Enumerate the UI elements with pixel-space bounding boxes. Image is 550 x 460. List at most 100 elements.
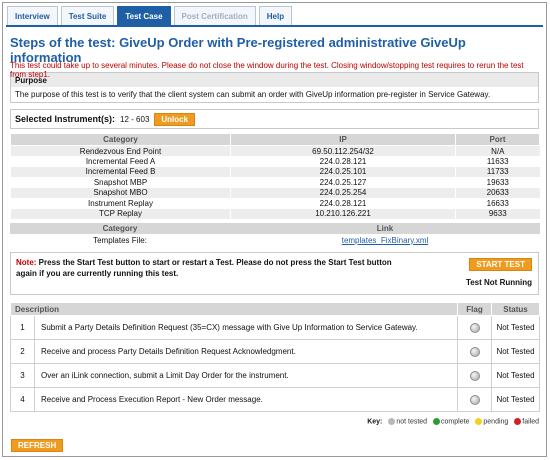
- step-row: 1 Submit a Party Details Definition Requ…: [10, 315, 540, 340]
- cell-port: 11733: [455, 166, 540, 177]
- tab-help[interactable]: Help: [258, 6, 293, 25]
- purpose-text: The purpose of this test is to verify th…: [15, 90, 491, 99]
- templates-file-link[interactable]: templates_FixBinary.xml: [341, 235, 429, 245]
- instrument-label: Selected Instrument(s):: [15, 114, 116, 124]
- column-header-flag: Flag: [457, 302, 492, 316]
- unlock-button[interactable]: Unlock: [154, 112, 196, 126]
- tab-underline: [6, 25, 543, 27]
- table-row: Snapshot MBO 224.0.25.254 20633: [10, 187, 540, 198]
- instrument-value: 12 - 603: [120, 114, 150, 124]
- start-test-button[interactable]: START TEST: [469, 258, 532, 271]
- note-message: Note: Press the Start Test button to sta…: [16, 257, 396, 279]
- step-row: 2 Receive and process Party Details Defi…: [10, 339, 540, 364]
- step-row: 4 Receive and Process Execution Report -…: [10, 387, 540, 412]
- step-description: Submit a Party Details Definition Reques…: [34, 315, 458, 340]
- cell-category: Instrument Replay: [10, 198, 231, 209]
- cell-ip: 224.0.28.121: [230, 156, 456, 167]
- table-row: Incremental Feed A 224.0.28.121 11633: [10, 156, 540, 167]
- tab-bar: Interview Test Suite Test Case Post Cert…: [3, 3, 546, 25]
- tab-test-suite[interactable]: Test Suite: [60, 6, 115, 25]
- tab-test-case[interactable]: Test Case: [117, 6, 171, 25]
- not-tested-dot-icon: [388, 418, 396, 425]
- status-dot-icon: [469, 346, 480, 357]
- table-row: Incremental Feed B 224.0.25.101 11733: [10, 166, 540, 177]
- cell-port: 20633: [455, 187, 540, 198]
- cell-ip: 224.0.25.127: [230, 177, 456, 188]
- cell-category: TCP Replay: [10, 208, 231, 219]
- purpose-panel: Purpose The purpose of this test is to v…: [10, 72, 539, 103]
- step-number: 2: [10, 339, 35, 364]
- column-header-status: Status: [491, 302, 540, 316]
- step-number: 3: [10, 363, 35, 388]
- refresh-button[interactable]: REFRESH: [11, 439, 64, 452]
- step-status: Not Tested: [491, 339, 540, 364]
- table-row: Rendezvous End Point 69.50.112.254/32 N/…: [10, 145, 540, 156]
- status-dot-icon: [469, 370, 480, 381]
- step-flag: [457, 315, 492, 340]
- step-number: 4: [10, 387, 35, 412]
- purpose-heading: Purpose: [11, 73, 538, 87]
- test-run-status: Test Not Running: [465, 278, 532, 287]
- cell-category: Snapshot MBP: [10, 177, 231, 188]
- cell-port: 11633: [455, 156, 540, 167]
- column-header-description: Description: [10, 302, 458, 316]
- step-flag: [457, 387, 492, 412]
- cell-templates-link: templates_FixBinary.xml: [230, 234, 540, 246]
- step-flag: [457, 339, 492, 364]
- cell-templates-category: Templates File:: [93, 235, 147, 245]
- key-not-tested: not tested: [396, 418, 428, 426]
- status-dot-icon: [469, 322, 480, 333]
- step-number: 1: [10, 315, 35, 340]
- cell-ip: 224.0.25.101: [230, 166, 456, 177]
- note-panel: Note: Press the Start Test button to sta…: [10, 252, 539, 295]
- tab-interview[interactable]: Interview: [7, 6, 58, 25]
- cell-ip: 224.0.28.121: [230, 198, 456, 209]
- cell-port: 9633: [455, 208, 540, 219]
- step-description: Over an iLink connection, submit a Limit…: [34, 363, 458, 388]
- connection-table: Category IP Port Rendezvous End Point 69…: [10, 133, 540, 219]
- cell-ip: 10.210.126.221: [230, 208, 456, 219]
- step-description: Receive and Process Execution Report - N…: [34, 387, 458, 412]
- step-flag: [457, 363, 492, 388]
- complete-dot-icon: [433, 418, 441, 425]
- table-row: Instrument Replay 224.0.28.121 16633: [10, 198, 540, 209]
- step-status: Not Tested: [491, 363, 540, 388]
- column-header-ip: IP: [230, 133, 456, 146]
- column-header-port: Port: [455, 133, 540, 146]
- warning-message: This test could take up to several minut…: [10, 61, 524, 79]
- status-dot-icon: [469, 394, 480, 405]
- key-label: Key:: [367, 418, 383, 426]
- key-failed: failed: [522, 418, 539, 426]
- cell-port: 19633: [455, 177, 540, 188]
- step-row: 3 Over an iLink connection, submit a Lim…: [10, 363, 540, 388]
- step-status: Not Tested: [491, 315, 540, 340]
- cell-category: Rendezvous End Point: [10, 145, 231, 156]
- templates-table: Category Link Templates File: templates_…: [10, 223, 540, 246]
- status-key: Key: not tested complete pending failed: [10, 418, 539, 430]
- column-header-category: Category: [10, 223, 230, 234]
- steps-table: Description Flag Status 1 Submit a Party…: [10, 302, 540, 412]
- table-row: Templates File: templates_FixBinary.xml: [10, 234, 540, 246]
- pending-dot-icon: [475, 418, 483, 425]
- table-row: TCP Replay 10.210.126.221 9633: [10, 208, 540, 219]
- key-complete: complete: [441, 418, 470, 426]
- tab-post-certification: Post Certification: [173, 6, 256, 25]
- instrument-panel: Selected Instrument(s): 12 - 603 Unlock: [10, 109, 539, 129]
- cell-category: Incremental Feed B: [10, 166, 231, 177]
- key-pending: pending: [483, 418, 509, 426]
- cell-port: N/A: [455, 145, 540, 156]
- failed-dot-icon: [514, 418, 522, 425]
- cell-port: 16633: [455, 198, 540, 209]
- table-row: Snapshot MBP 224.0.25.127 19633: [10, 177, 540, 188]
- step-status: Not Tested: [491, 387, 540, 412]
- note-label: Note:: [16, 258, 37, 267]
- page-title: Steps of the test: GiveUp Order with Pre…: [10, 35, 466, 65]
- column-header-category: Category: [10, 133, 231, 146]
- step-description: Receive and process Party Details Defini…: [34, 339, 458, 364]
- cell-category: Incremental Feed A: [10, 156, 231, 167]
- cell-ip: 69.50.112.254/32: [230, 145, 456, 156]
- cell-category: Snapshot MBO: [10, 187, 231, 198]
- cell-ip: 224.0.25.254: [230, 187, 456, 198]
- column-header-link: Link: [230, 223, 540, 234]
